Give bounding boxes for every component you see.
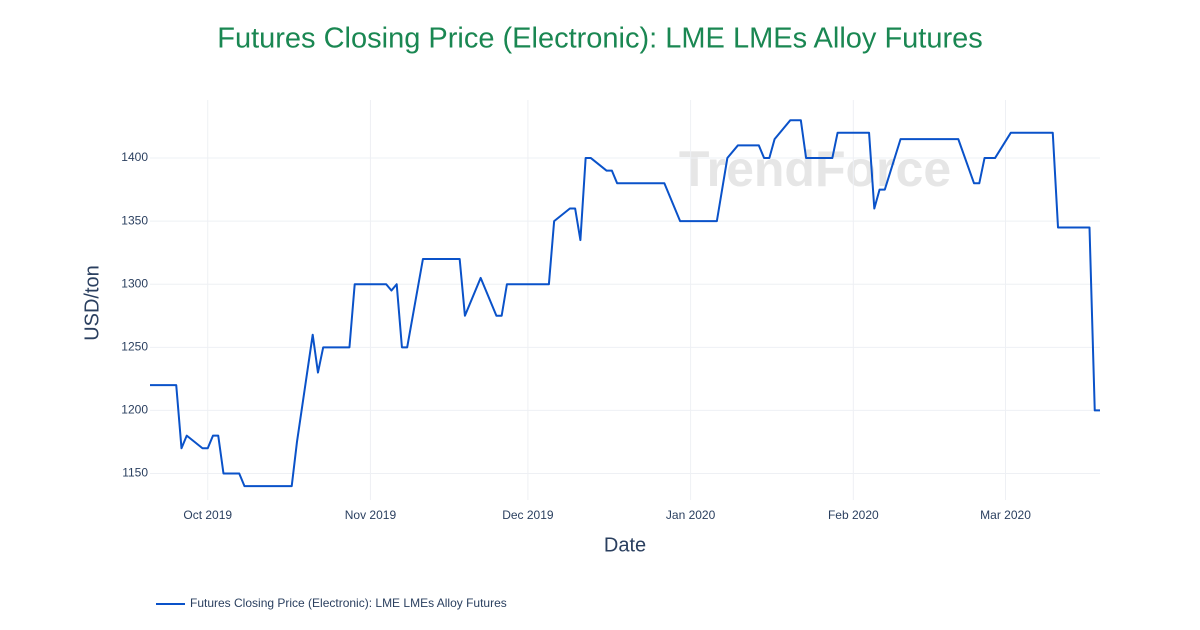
x-tick-label: Nov 2019 — [345, 508, 397, 522]
x-axis-title: Date — [604, 534, 646, 556]
chart-title: Futures Closing Price (Electronic): LME … — [217, 23, 983, 55]
x-tick-label: Feb 2020 — [828, 508, 879, 522]
watermark: TrendForce — [679, 141, 951, 197]
x-tick-label: Dec 2019 — [502, 508, 554, 522]
y-tick-label: 1300 — [121, 276, 148, 290]
y-tick-label: 1150 — [122, 466, 148, 480]
x-tick-label: Oct 2019 — [183, 508, 232, 522]
y-tick-label: 1250 — [121, 339, 148, 353]
y-tick-label: 1350 — [121, 213, 148, 227]
x-tick-label: Jan 2020 — [666, 508, 716, 522]
x-tick-label: Mar 2020 — [980, 508, 1031, 522]
grid — [150, 100, 1100, 500]
line-series — [150, 119, 1100, 488]
y-axis-title: USD/ton — [81, 265, 103, 341]
legend-label: Futures Closing Price (Electronic): LME … — [190, 596, 507, 610]
y-tick-label: 1400 — [121, 150, 148, 164]
y-tick-label: 1200 — [121, 403, 148, 417]
